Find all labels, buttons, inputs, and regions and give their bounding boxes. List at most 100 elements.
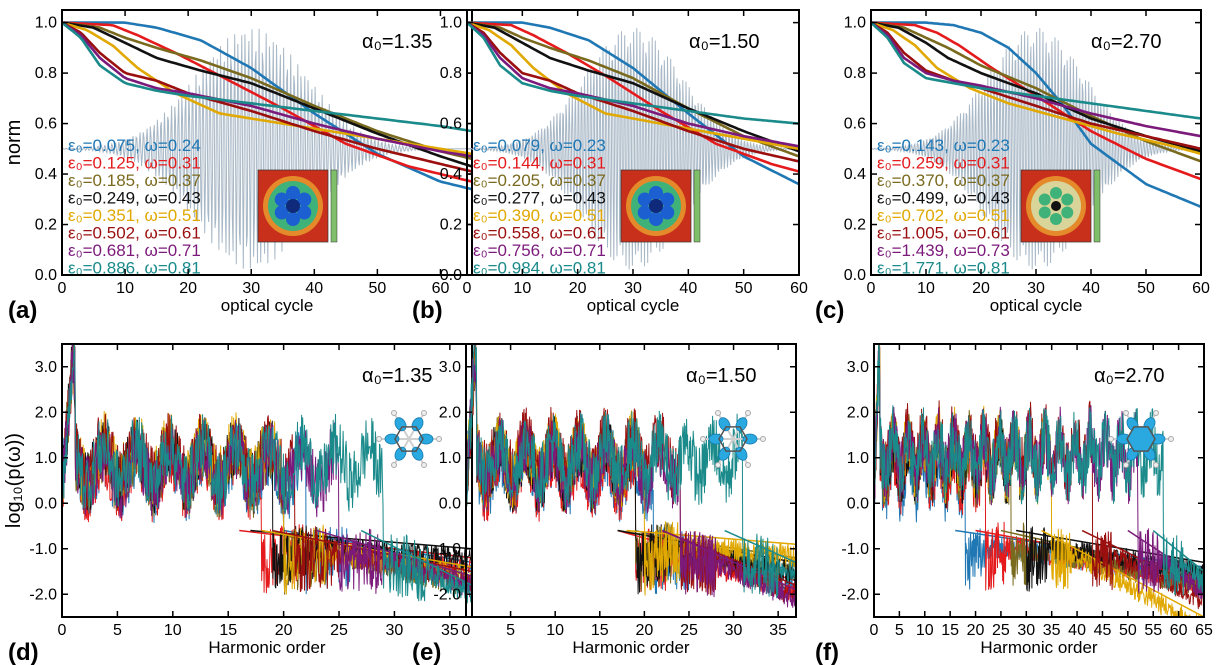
legend-entry: ε₀=0.079, ω=0.23 [473,136,606,155]
hydrogen-atom [715,461,721,468]
laser-pulse-trace [62,28,472,269]
x-tick-label: 50 [1137,280,1155,297]
norm-curve-red [62,21,472,183]
norm-curve-darkred [871,21,1201,151]
molecule-inset [700,410,766,468]
panel-label: (f) [815,639,839,665]
fit-line-darkred [272,529,472,573]
panel-label: (d) [8,639,39,665]
legend-entry: ε₀=0.681, ω=0.71 [68,241,201,260]
legend-entry: ε₀=0.075, ω=0.24 [68,136,201,155]
inset-lobe [286,212,300,226]
y-tick-label: 2.0 [847,404,869,421]
norm-curve-teal [62,21,472,133]
inset-lobe [637,192,652,207]
legend-entry: ε₀=0.259, ω=0.31 [877,154,1010,173]
y-tick-label: 0.0 [439,495,461,512]
norm-curve-purple [871,21,1201,138]
x-tick-label: 40 [679,280,697,297]
inset-center [286,199,300,213]
legend-entry: ε₀=1.771, ω=0.81 [877,259,1010,278]
y-tick-label: 0.4 [440,166,462,183]
y-tick-label: 1.0 [35,15,57,32]
inset-density-map [257,169,338,243]
y-tick-label: 0.6 [35,116,57,133]
inset-lobe [1061,206,1074,219]
y-tick-label: 3.0 [847,359,869,376]
y-tick-label: 0.0 [847,495,869,512]
axes-frame [873,343,1205,618]
norm-curve-darkred [62,21,472,173]
x-axis-label: Harmonic order [980,638,1097,657]
hydrogen-atom [421,410,427,417]
inset-lobe [297,192,312,207]
y-tick-label: -2.0 [433,586,461,603]
x-tick-label: 0 [58,622,67,639]
panel-d: 0 5 10 15 20 25 30 35 -2.0 -1.0 0.0 1.0 2.0 3.0 Harmon… [3,343,473,665]
legend-entry: ε₀=0.390, ω=0.51 [473,206,606,225]
y-tick-label: 2.0 [439,404,461,421]
hydrogen-atom [436,436,442,442]
legend-entry: ε₀=0.499, ω=0.43 [877,189,1010,208]
hydrogen-atom [376,436,382,442]
inset-colorbar [693,169,701,243]
inset-lobe [274,192,289,207]
inset-lobe [660,205,675,220]
x-tick-label: 15 [941,622,959,639]
axes-frame [465,343,797,618]
x-tick-label: 0 [58,280,67,297]
inset-lobe [637,205,652,220]
x-tick-label: 50 [735,280,753,297]
alpha-label: α₀=1.35 [362,31,432,53]
x-tick-label: 55 [1144,622,1162,639]
y-axis-label: norm [3,120,25,166]
inset-lobe [649,186,663,200]
axes-frame [61,9,473,276]
y-tick-label: 0.8 [844,65,866,82]
x-tick-label: 15 [219,622,237,639]
inset-lobe [297,205,312,220]
x-tick-label: 30 [1017,622,1035,639]
y-tick-label: -2.0 [29,586,57,603]
y-tick-label: 1.0 [844,15,866,32]
plot-area [466,344,796,608]
x-tick-label: 30 [624,280,642,297]
y-tick-label: 0.2 [440,217,462,234]
inset-center [649,199,663,213]
hydrogen-atom [1153,461,1159,468]
norm-curve-teal [871,21,1201,120]
y-tick-label: -1.0 [433,541,461,558]
carbon-lobe [384,433,400,445]
x-tick-label: 65 [1195,622,1213,639]
hydrogen-atom [700,436,706,442]
panel-label: (b) [412,297,443,324]
panel-f: 0 5 10 15 20 25 30 35 40 45 50 55 60 65 -2.0 -1.0 0.0 1.0… [815,343,1213,665]
legend-entry: ε₀=0.143, ω=0.23 [877,136,1010,155]
hydrogen-atom [745,461,751,468]
benzene-ring [394,426,424,452]
benzene-ring [718,426,748,452]
x-tick-label: 30 [242,280,260,297]
panel-label: (c) [815,297,844,324]
y-tick-label: 0.6 [844,116,866,133]
inset-lobe [649,212,663,226]
carbon-lobe [708,433,724,445]
hydrogen-atom [1123,461,1129,468]
x-tick-label: 5 [113,622,122,639]
y-tick-label: 3.0 [439,359,461,376]
y-tick-label: 0.0 [35,267,57,284]
hydrogen-atom [391,461,397,468]
legend-entry: ε₀=0.558, ω=0.61 [473,224,606,243]
inset-lobe [286,186,300,200]
legend-entry: ε₀=0.370, ω=0.37 [877,171,1010,190]
x-axis-label: Harmonic order [572,638,689,657]
panel-label: (e) [412,639,441,665]
legend-entry: ε₀=0.756, ω=0.71 [473,241,606,260]
x-tick-label: 20 [972,280,990,297]
x-axis-label: optical cycle [990,296,1083,315]
legend-entry: ε₀=0.351, ω=0.51 [68,206,201,225]
x-tick-label: 10 [116,280,134,297]
y-tick-label: 0.8 [440,65,462,82]
